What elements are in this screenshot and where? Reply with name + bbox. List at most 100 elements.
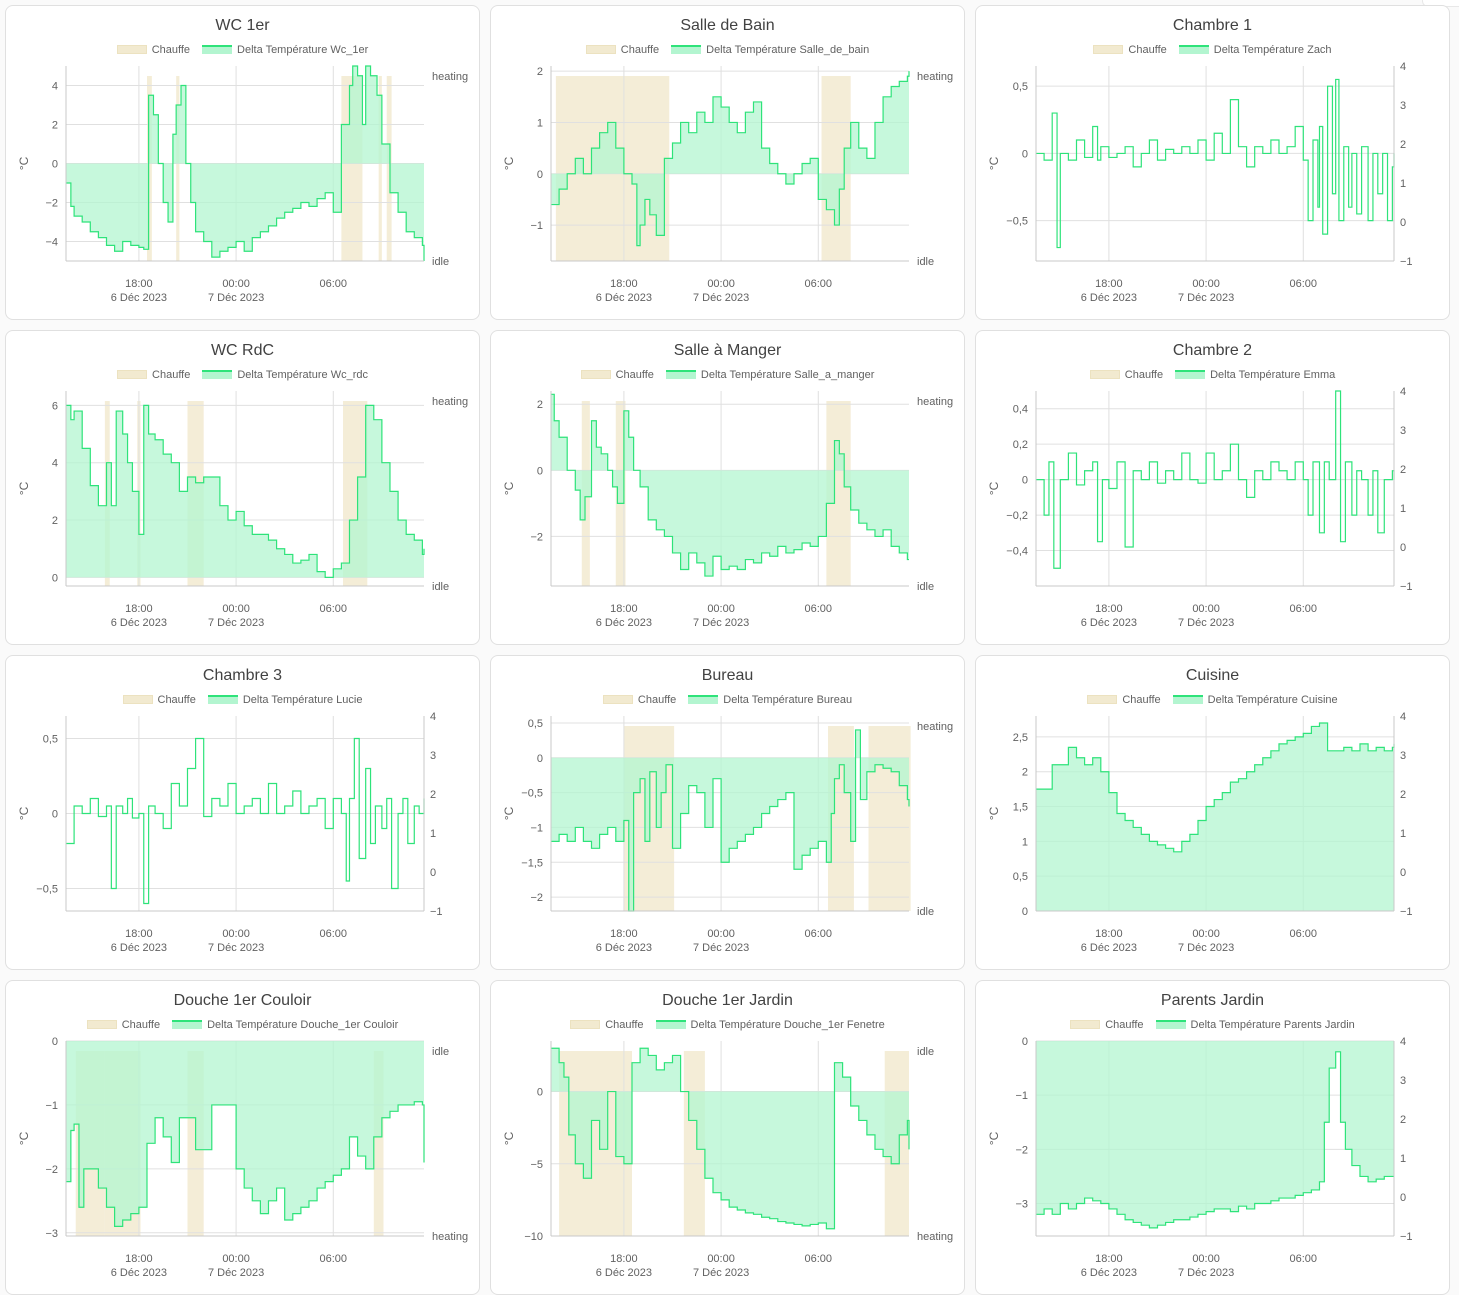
- legend-label-delta: Delta Température Douche_1er Fenetre: [690, 1019, 885, 1031]
- x-tick-date: 6 Déc 2023: [596, 292, 652, 304]
- y-tick-label: 0,2: [1013, 439, 1028, 451]
- legend-item-heating[interactable]: Chauffe: [116, 44, 190, 56]
- y-tick-label: −1,5: [521, 857, 543, 869]
- y-tick-label: 0,5: [1013, 81, 1028, 93]
- series-line: [66, 1101, 425, 1228]
- legend-item-heating[interactable]: Chauffe: [580, 369, 654, 381]
- series-line: [551, 1047, 910, 1230]
- chart-legend: Chauffe Delta Température Salle_a_manger: [491, 369, 964, 381]
- legend-item-heating[interactable]: Chauffe: [122, 694, 196, 706]
- right-tick-label: −1: [1400, 906, 1413, 918]
- x-tick-label: 06:00: [1290, 1253, 1318, 1265]
- legend-label-heating: Chauffe: [615, 369, 654, 381]
- x-tick-label: 06:00: [320, 278, 348, 290]
- right-axis-bottom-label: idle: [432, 581, 449, 593]
- legend-item-delta[interactable]: Delta Température Douche_1er Couloir: [172, 1019, 398, 1031]
- legend-item-heating[interactable]: Chauffe: [585, 44, 659, 56]
- x-tick-date: 6 Déc 2023: [111, 617, 167, 629]
- x-tick-label: 18:00: [1095, 278, 1123, 290]
- legend-item-heating[interactable]: Chauffe: [570, 1019, 644, 1031]
- legend-item-heating[interactable]: Chauffe: [1093, 44, 1167, 56]
- series-line: [551, 729, 910, 912]
- y-axis-label: °C: [987, 1131, 1001, 1145]
- legend-label-delta: Delta Température Cuisine: [1207, 694, 1338, 706]
- legend-item-heating[interactable]: Chauffe: [86, 1019, 160, 1031]
- y-tick-label: 0: [52, 1036, 58, 1048]
- legend-item-heating[interactable]: Chauffe: [1070, 1019, 1144, 1031]
- legend-swatch-heating: [602, 695, 633, 704]
- y-tick-label: 2: [1022, 767, 1028, 779]
- y-tick-label: 2: [52, 515, 58, 527]
- chart-svg: 2 0 −2 °C 18:00 6 Déc 2023 00:00 7 Déc 2023 06:0…: [502, 391, 953, 629]
- chart-svg: 6 4 2 0 °C 18:00 6 Déc 2023 00:00 7 Déc 2023 06:0…: [17, 391, 468, 629]
- legend-label-heating: Chauffe: [1124, 369, 1164, 381]
- legend-item-heating[interactable]: Chauffe: [1089, 369, 1164, 381]
- chart-title: WC RdC: [210, 342, 275, 359]
- legend-item-heating[interactable]: Chauffe: [602, 694, 676, 706]
- right-tick-label: 1: [430, 828, 436, 840]
- y-tick-label: 0: [52, 572, 58, 584]
- y-axis-label: °C: [17, 156, 31, 170]
- series-area: [1036, 1041, 1394, 1228]
- legend-swatch-delta: [1155, 1020, 1186, 1029]
- x-tick-date: 6 Déc 2023: [596, 1267, 652, 1279]
- x-tick-date: 7 Déc 2023: [1178, 617, 1234, 629]
- y-tick-label: −3: [45, 1228, 58, 1240]
- legend-item-delta[interactable]: Delta Température Wc_rdc: [202, 369, 368, 381]
- y-axis-label: °C: [17, 1131, 31, 1145]
- legend-item-heating[interactable]: Chauffe: [1087, 694, 1161, 706]
- heating-band: [373, 1051, 384, 1236]
- legend-item-delta[interactable]: Delta Température Salle_a_manger: [665, 369, 874, 381]
- legend-swatch-heating: [580, 370, 611, 379]
- x-tick-label: 00:00: [222, 278, 250, 290]
- y-tick-label: 1,5: [1013, 802, 1028, 814]
- legend-label-heating: Chauffe: [152, 369, 191, 381]
- legend-item-delta[interactable]: Delta Température Zach: [1178, 44, 1332, 56]
- y-tick-label: 0: [52, 159, 58, 171]
- legend-label-delta: Delta Température Wc_rdc: [237, 369, 368, 381]
- series-area: [551, 1048, 909, 1229]
- legend-label-heating: Chauffe: [1105, 1019, 1144, 1031]
- series-area: [551, 729, 909, 911]
- legend-item-delta[interactable]: Delta Température Douche_1er Fenetre: [655, 1019, 885, 1031]
- legend-item-delta[interactable]: Delta Température Cuisine: [1172, 694, 1338, 706]
- y-tick-label: 0,5: [528, 718, 543, 730]
- chart-legend: Chauffe Delta Température Lucie: [6, 694, 479, 706]
- legend-item-delta[interactable]: Delta Température Emma: [1175, 369, 1335, 381]
- legend-label-delta: Delta Température Bureau: [723, 694, 853, 706]
- legend-swatch-delta: [172, 1020, 203, 1029]
- legend-swatch-delta: [688, 695, 719, 704]
- chart-legend: Chauffe Delta Température Wc_rdc: [6, 369, 479, 381]
- legend-item-delta[interactable]: Delta Température Bureau: [688, 694, 852, 706]
- chart-card-2: Chambre 1 Chauffe Delta Température Zach 0,…: [975, 5, 1450, 320]
- chart-title: Salle de Bain: [680, 17, 775, 34]
- legend-item-delta[interactable]: Delta Température Salle_de_bain: [671, 44, 869, 56]
- x-tick-label: 06:00: [320, 1253, 348, 1265]
- x-tick-date: 6 Déc 2023: [1081, 617, 1137, 629]
- legend-item-heating[interactable]: Chauffe: [117, 369, 190, 381]
- legend-item-delta[interactable]: Delta Température Lucie: [207, 694, 362, 706]
- y-tick-label: 0: [1022, 148, 1028, 160]
- x-tick-label: 06:00: [805, 603, 833, 615]
- series-line: [66, 65, 425, 261]
- right-tick-label: 0: [430, 867, 436, 879]
- legend-swatch-heating: [117, 370, 148, 379]
- legend-swatch-heating: [570, 1020, 601, 1029]
- chart-card-1: Salle de Bain Chauffe Delta Température Sa…: [490, 5, 965, 320]
- y-tick-label: −2: [45, 198, 58, 210]
- y-tick-label: −10: [524, 1231, 543, 1243]
- x-tick-label: 18:00: [125, 928, 153, 940]
- y-tick-label: 2: [537, 399, 543, 411]
- x-tick-date: 7 Déc 2023: [208, 942, 264, 954]
- y-tick-label: 6: [52, 400, 58, 412]
- chart-title: Bureau: [701, 667, 754, 684]
- x-tick-label: 06:00: [1290, 603, 1318, 615]
- y-tick-label: −3: [1015, 1199, 1028, 1211]
- x-tick-label: 00:00: [707, 278, 735, 290]
- series-line: [66, 404, 425, 578]
- legend-swatch-delta: [671, 45, 702, 54]
- legend-item-delta[interactable]: Delta Température Wc_1er: [202, 44, 368, 56]
- legend-swatch-delta: [1175, 370, 1206, 379]
- legend-item-delta[interactable]: Delta Température Parents Jardin: [1155, 1019, 1355, 1031]
- y-axis-label: °C: [502, 806, 516, 820]
